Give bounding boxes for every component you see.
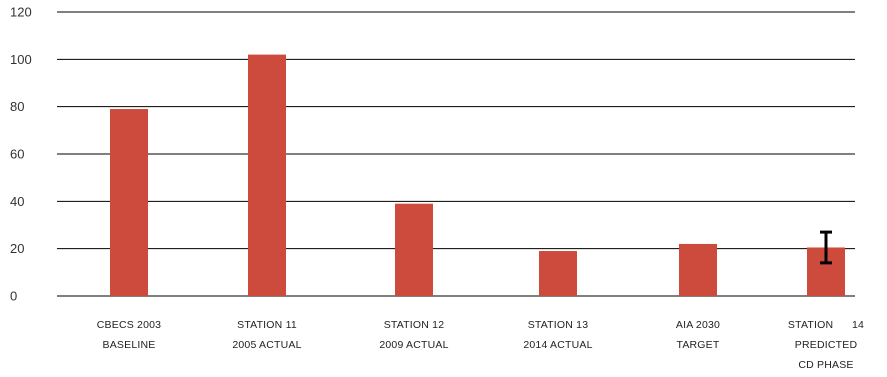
- x-tick-label: STATION 14: [788, 319, 864, 331]
- bar: [395, 203, 433, 296]
- y-tick-label: 40: [10, 194, 24, 209]
- x-tick-label: 2009 ACTUAL: [379, 339, 448, 351]
- y-tick-label: 60: [10, 147, 24, 162]
- x-tick-label: 2005 ACTUAL: [232, 339, 301, 351]
- x-tick-label: STATION 11: [237, 319, 297, 331]
- gridlines: [57, 11, 855, 297]
- y-tick-label: 80: [10, 99, 24, 114]
- bar: [679, 243, 717, 296]
- x-tick-label: AIA 2030: [676, 319, 720, 331]
- bar: [539, 251, 577, 296]
- y-axis-ticks: 0 20 40 60 80 100 120: [10, 5, 32, 304]
- x-tick-label: CD PHASE: [798, 359, 853, 371]
- y-tick-label: 100: [10, 52, 32, 67]
- y-tick-label: 0: [10, 289, 17, 304]
- x-tick-label: CBECS 2003: [97, 319, 161, 331]
- x-tick-label: STATION 13: [528, 319, 589, 331]
- x-tick-label: PREDICTED: [795, 339, 858, 351]
- x-axis-labels: CBECS 2003 BASELINE STATION 11 2005 ACTUAL S…: [97, 319, 864, 371]
- y-tick-label: 20: [10, 241, 24, 256]
- error-bars: [820, 230, 832, 265]
- x-tick-label: 2014 ACTUAL: [523, 339, 592, 351]
- x-tick-label: STATION 12: [384, 319, 445, 331]
- x-tick-label: TARGET: [676, 339, 719, 351]
- bar: [248, 54, 286, 296]
- x-tick-label: BASELINE: [103, 339, 156, 351]
- bars: [110, 54, 845, 297]
- bar: [110, 109, 148, 297]
- y-tick-label: 120: [10, 5, 32, 20]
